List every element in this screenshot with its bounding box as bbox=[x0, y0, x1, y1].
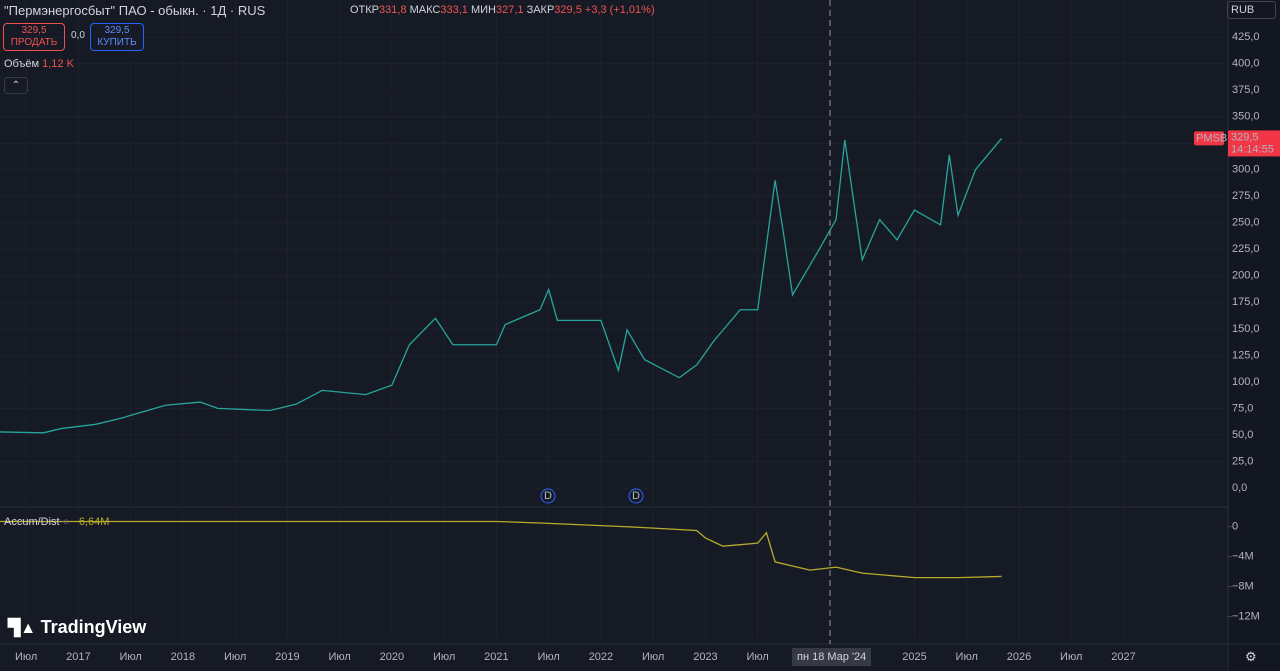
y-tick-label: 375,0 bbox=[1232, 84, 1260, 96]
sell-button[interactable]: 329,5 ПРОДАТЬ bbox=[3, 23, 65, 51]
volume-legend: Объём 1,12 K bbox=[4, 58, 74, 70]
logo: ▜▲ TradingView bbox=[8, 617, 147, 637]
y-tick-label: 250,0 bbox=[1232, 217, 1260, 229]
label: КУПИТЬ bbox=[97, 37, 137, 48]
y-tick-label: 350,0 bbox=[1232, 111, 1260, 123]
symbol-title: "Пермэнергосбыт" ПАО - обыкн. · 1Д · RUS bbox=[4, 3, 266, 18]
x-tick-label: Июл bbox=[119, 651, 141, 663]
buy-button[interactable]: 329,5 КУПИТЬ bbox=[90, 23, 144, 51]
y-tick-label: 100,0 bbox=[1232, 376, 1260, 388]
x-tick-label: 2027 bbox=[1111, 651, 1135, 663]
value: 1,12 K bbox=[42, 58, 74, 70]
crosshair-date: пн 18 Мар '24 bbox=[792, 648, 872, 666]
y-tick-label: 0 bbox=[1232, 521, 1238, 533]
indicator-legend: Accum/Dist ○ −6,64M bbox=[4, 516, 110, 528]
x-tick-label: 2020 bbox=[380, 651, 404, 663]
label: МИН bbox=[470, 4, 496, 16]
dividend-marker bbox=[628, 488, 644, 504]
y-tick-label: 275,0 bbox=[1232, 190, 1260, 202]
x-tick-label: 2022 bbox=[589, 651, 613, 663]
y-tick-label: 425,0 bbox=[1232, 31, 1260, 43]
x-tick-label: 2019 bbox=[275, 651, 299, 663]
x-tick-label: 2017 bbox=[66, 651, 90, 663]
y-tick-label: 50,0 bbox=[1232, 429, 1253, 441]
value: 327,1 bbox=[495, 4, 524, 16]
x-tick-label: Июл bbox=[538, 651, 560, 663]
price-tag: 329,5 bbox=[1231, 131, 1259, 143]
countdown: 14:14:55 bbox=[1231, 143, 1274, 155]
collapse-button[interactable]: ⌃ bbox=[4, 77, 28, 94]
x-tick-label: Июл bbox=[1060, 651, 1082, 663]
price-tag-bg bbox=[1194, 131, 1224, 146]
x-tick-label: Июл bbox=[433, 651, 455, 663]
price: 329,5 bbox=[21, 25, 47, 36]
y-tick-label: 0,0 bbox=[1232, 482, 1247, 494]
dividend-marker bbox=[540, 488, 556, 504]
series-line bbox=[0, 520, 1002, 579]
y-tick-label: 400,0 bbox=[1232, 58, 1260, 70]
x-tick-label: Июл bbox=[328, 651, 350, 663]
label: ПРОДАТЬ bbox=[10, 37, 58, 48]
x-tick-label: 2026 bbox=[1007, 651, 1031, 663]
y-tick-label: 300,0 bbox=[1232, 164, 1260, 176]
y-tick-label: 200,0 bbox=[1232, 270, 1260, 282]
y-tick-label: 150,0 bbox=[1232, 323, 1260, 335]
y-tick-label: 175,0 bbox=[1232, 296, 1260, 308]
value: 331,8 bbox=[379, 4, 407, 16]
x-tick-label: 2023 bbox=[693, 651, 717, 663]
currency[interactable]: RUB bbox=[1227, 1, 1276, 19]
price-tag-name: PMSB bbox=[1196, 132, 1227, 144]
x-tick-label: Июл bbox=[15, 651, 37, 663]
logo-text: TradingView bbox=[40, 617, 147, 637]
label: ОТКР bbox=[350, 4, 380, 16]
x-tick-label: Июл bbox=[642, 651, 664, 663]
x-tick-label: 2018 bbox=[171, 651, 195, 663]
value: 329,5 bbox=[554, 4, 582, 16]
y-tick-label: 25,0 bbox=[1232, 455, 1253, 467]
dividend-label: D bbox=[632, 490, 640, 502]
x-tick-label: Июл bbox=[747, 651, 769, 663]
y-tick-label: −4M bbox=[1232, 551, 1254, 563]
y-tick-label: 225,0 bbox=[1232, 243, 1260, 255]
x-tick-label: 2025 bbox=[902, 651, 926, 663]
y-tick-label: −12M bbox=[1232, 610, 1260, 622]
change: +3,3 (+1,01%) bbox=[584, 4, 655, 16]
ohlc: ОТКР331,8 МАКС333,1 МИН327,1 ЗАКР329,5 +… bbox=[350, 4, 655, 16]
spread: 0,0 bbox=[71, 30, 85, 41]
label: Объём bbox=[4, 58, 40, 70]
x-tick-label: Июл bbox=[224, 651, 246, 663]
value: 333,1 bbox=[440, 4, 468, 16]
y-tick-label: 75,0 bbox=[1232, 402, 1253, 414]
y-tick-label: 125,0 bbox=[1232, 349, 1260, 361]
price: 329,5 bbox=[104, 25, 130, 36]
plot-bg bbox=[0, 0, 1228, 671]
settings[interactable]: ⚙ bbox=[1245, 649, 1257, 664]
price-tag-bg bbox=[1228, 130, 1280, 157]
label: Accum/Dist bbox=[4, 516, 60, 528]
series-line bbox=[0, 138, 1003, 434]
value: −6,64M bbox=[72, 516, 110, 528]
y-tick-label: −8M bbox=[1232, 581, 1254, 593]
label: МАКС bbox=[409, 4, 441, 16]
dividend-label: D bbox=[544, 490, 552, 502]
label: ЗАКР bbox=[526, 4, 555, 16]
x-tick-label: Июл bbox=[956, 651, 978, 663]
x-tick-label: 2021 bbox=[484, 651, 508, 663]
